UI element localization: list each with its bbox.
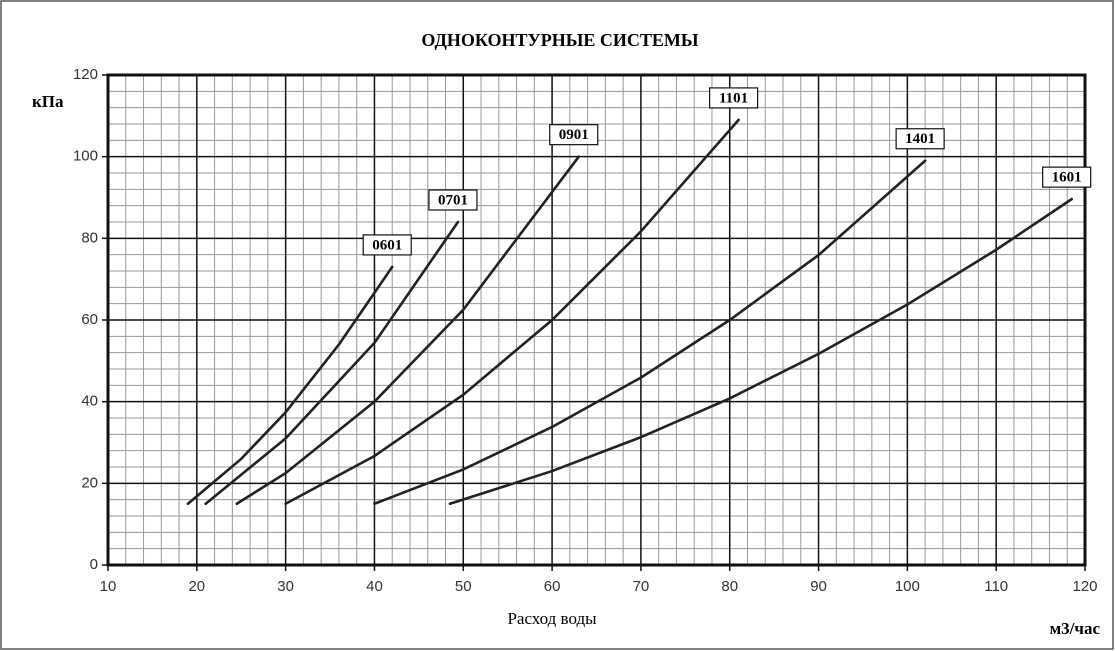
y-tick-label: 40 bbox=[81, 393, 98, 410]
y-tick-label: 120 bbox=[73, 66, 98, 83]
series-label-box bbox=[1042, 166, 1092, 188]
series-label-box bbox=[895, 128, 945, 150]
series-line bbox=[448, 197, 1073, 506]
series-line bbox=[235, 155, 581, 506]
series-label-box bbox=[362, 234, 412, 256]
x-tick-label: 50 bbox=[455, 578, 472, 595]
x-tick-label: 30 bbox=[277, 578, 294, 595]
series-label: 0701 bbox=[438, 192, 468, 208]
series-label-box bbox=[549, 124, 599, 146]
x-tick-label: 120 bbox=[1072, 578, 1097, 595]
series-line bbox=[186, 265, 394, 506]
plot-frame bbox=[106, 73, 1087, 567]
series-label: 1101 bbox=[719, 90, 748, 106]
x-tick-label: 10 bbox=[100, 578, 117, 595]
x-tick-label: 110 bbox=[984, 578, 1008, 595]
x-unit-label: м3/час bbox=[1050, 619, 1101, 638]
y-tick-label: 80 bbox=[81, 229, 98, 246]
series-label-box bbox=[428, 189, 478, 211]
series-label: 0601 bbox=[372, 237, 402, 253]
y-tick-label: 20 bbox=[81, 474, 98, 491]
series-label: 1401 bbox=[905, 131, 935, 147]
series-label: 0901 bbox=[559, 127, 589, 143]
x-axis-label: Расход воды bbox=[507, 609, 597, 628]
x-tick-label: 100 bbox=[895, 578, 920, 595]
series-label: 1601 bbox=[1052, 170, 1082, 186]
x-tick-label: 90 bbox=[810, 578, 827, 595]
y-tick-label: 60 bbox=[81, 311, 98, 328]
chart-title: ОДНОКОНТУРНЫЕ СИСТЕМЫ bbox=[421, 30, 698, 50]
x-tick-label: 70 bbox=[633, 578, 650, 595]
x-tick-label: 40 bbox=[366, 578, 383, 595]
series-label-box bbox=[709, 87, 759, 109]
series-line bbox=[204, 220, 460, 506]
y-tick-label: 100 bbox=[73, 148, 98, 165]
y-tick-label: 0 bbox=[90, 556, 98, 573]
series-line bbox=[373, 159, 927, 506]
x-tick-label: 80 bbox=[721, 578, 738, 595]
y-axis-label: кПа bbox=[32, 92, 64, 111]
series-line bbox=[284, 118, 740, 506]
x-tick-label: 60 bbox=[544, 578, 561, 595]
x-tick-label: 20 bbox=[188, 578, 205, 595]
